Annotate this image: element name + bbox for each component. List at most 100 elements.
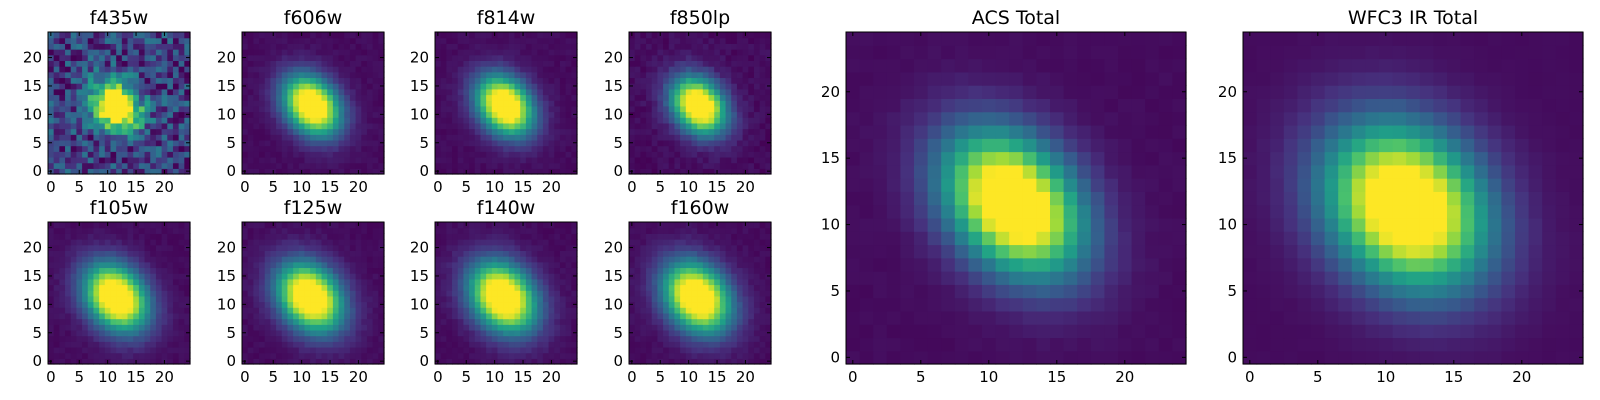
heatmap-cell xyxy=(372,128,379,135)
heatmap-cell xyxy=(542,43,550,50)
heatmap-cell xyxy=(298,346,306,354)
heatmap-cell xyxy=(59,301,66,308)
heatmap-cell xyxy=(520,335,527,342)
heatmap-cell xyxy=(53,318,60,325)
heatmap-cell xyxy=(508,329,516,337)
heatmap-cell xyxy=(93,43,100,50)
heatmap-cell xyxy=(474,168,482,175)
panel-title: f125w xyxy=(284,197,343,219)
heatmap-cell xyxy=(508,256,516,263)
heatmap-cell xyxy=(93,227,100,234)
heatmap-cell xyxy=(634,329,641,337)
heatmap-cell xyxy=(338,83,345,90)
heatmap-cell xyxy=(65,273,72,280)
heatmap-cell xyxy=(87,162,95,169)
heatmap-cell xyxy=(172,256,180,263)
heatmap-cell xyxy=(116,168,123,175)
heatmap-cell xyxy=(480,358,487,365)
heatmap-cell xyxy=(332,358,340,365)
heatmap-cell xyxy=(565,77,572,84)
heatmap-cell xyxy=(127,318,134,325)
heatmap-cell xyxy=(127,312,134,320)
heatmap-cell xyxy=(344,312,351,320)
heatmap-cell xyxy=(127,301,134,308)
heatmap-cell xyxy=(497,156,504,164)
heatmap-cell xyxy=(685,77,693,84)
heatmap-cell xyxy=(104,284,112,291)
heatmap-cell xyxy=(554,301,561,308)
heatmap-cell xyxy=(440,352,447,359)
heatmap-cell xyxy=(663,83,670,90)
heatmap-cell xyxy=(474,352,482,359)
heatmap-cell xyxy=(270,151,277,158)
heatmap-cell xyxy=(435,233,442,240)
heatmap-cell xyxy=(344,239,351,246)
heatmap-cell xyxy=(121,256,129,263)
heatmap-cell xyxy=(657,156,664,164)
heatmap-cell xyxy=(554,284,561,291)
heatmap-cell xyxy=(725,318,732,325)
heatmap-cell xyxy=(372,60,379,67)
heatmap-cell xyxy=(714,117,721,124)
heatmap-cell xyxy=(178,267,185,274)
heatmap-cell xyxy=(486,54,493,61)
heatmap-cell xyxy=(691,295,698,303)
heatmap-cell xyxy=(486,94,493,101)
heatmap-cell xyxy=(310,278,317,286)
heatmap-cell xyxy=(731,352,738,359)
heatmap-cell xyxy=(298,273,306,280)
heatmap-cell xyxy=(355,278,362,286)
heatmap-cell xyxy=(172,162,180,169)
heatmap-cell xyxy=(161,37,168,44)
heatmap-cell xyxy=(508,307,516,314)
heatmap-cell xyxy=(714,307,721,314)
heatmap-cell xyxy=(480,239,487,246)
heatmap-cell xyxy=(548,162,555,169)
heatmap-cell xyxy=(161,145,168,152)
heatmap-cell xyxy=(344,329,351,337)
heatmap-cell xyxy=(691,60,698,67)
heatmap-cell xyxy=(486,145,493,152)
x-tick-label: 10 xyxy=(485,368,504,386)
heatmap-cell xyxy=(446,233,453,240)
heatmap-cell xyxy=(736,329,744,337)
heatmap-cell xyxy=(184,267,191,274)
heatmap-cell xyxy=(361,37,368,44)
heatmap-cell xyxy=(167,88,174,96)
heatmap-cell xyxy=(150,134,157,141)
heatmap-cell xyxy=(748,278,755,286)
heatmap-cell xyxy=(293,318,300,325)
heatmap-cell xyxy=(651,128,658,135)
heatmap-cell xyxy=(697,77,704,84)
heatmap-cell xyxy=(537,256,544,263)
heatmap-cell xyxy=(293,329,300,337)
heatmap-cell xyxy=(116,312,123,320)
heatmap-cell xyxy=(663,284,670,291)
heatmap-cell xyxy=(138,139,146,147)
heatmap-cell xyxy=(53,37,60,44)
heatmap-cell xyxy=(697,100,704,107)
heatmap-cell xyxy=(247,100,254,107)
heatmap-cell xyxy=(691,49,698,56)
heatmap-cell xyxy=(281,168,289,175)
heatmap-cell xyxy=(184,324,191,331)
heatmap-cell xyxy=(298,122,306,130)
heatmap-cell xyxy=(537,324,544,331)
heatmap-cell xyxy=(634,168,641,175)
heatmap-cell xyxy=(281,54,289,61)
heatmap-cell xyxy=(480,335,487,342)
heatmap-cell xyxy=(463,324,470,331)
heatmap-cell xyxy=(321,329,328,337)
heatmap-cell xyxy=(525,278,533,286)
heatmap-cell xyxy=(440,295,447,303)
heatmap-cell xyxy=(304,32,311,39)
heatmap-cell xyxy=(366,244,374,251)
heatmap-cell xyxy=(349,244,357,251)
heatmap-cell xyxy=(298,341,306,348)
heatmap-cell xyxy=(253,134,260,141)
heatmap-cell xyxy=(310,54,317,61)
heatmap-cell xyxy=(76,295,83,303)
heatmap-cell xyxy=(634,290,641,297)
heatmap-cell xyxy=(748,111,755,118)
heatmap-cell xyxy=(503,88,510,96)
